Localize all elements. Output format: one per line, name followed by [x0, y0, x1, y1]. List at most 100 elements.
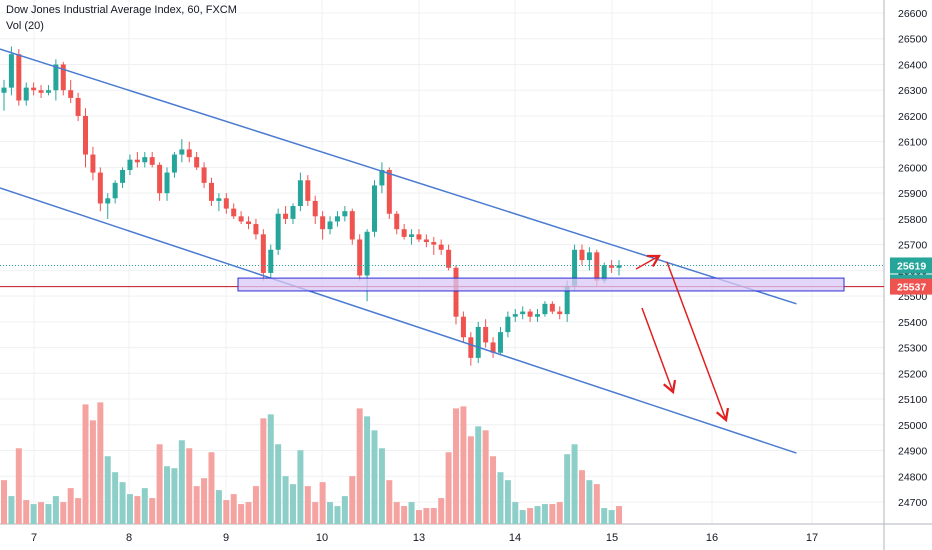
volume-bar: [178, 440, 185, 524]
volume-bar: [267, 414, 274, 524]
candle-body: [83, 115, 89, 155]
candle-body: [53, 64, 59, 91]
candle-body: [468, 337, 474, 358]
candle-body: [179, 149, 185, 155]
candle-body: [609, 265, 615, 268]
volume-indicator-label: Vol (20): [6, 20, 44, 32]
candle-body: [23, 87, 29, 101]
volume-bar: [438, 498, 445, 524]
down-arrow-long: [666, 261, 730, 423]
volume-bar: [119, 482, 126, 524]
y-tick-label: 24700: [898, 497, 927, 509]
candle-body: [431, 242, 437, 245]
volume-bar: [556, 502, 563, 524]
candle-body: [557, 311, 563, 315]
y-tick-label: 26000: [898, 162, 927, 174]
candle-body: [416, 234, 422, 240]
volume-bar: [341, 496, 348, 524]
candle-body: [112, 182, 118, 199]
volume-bar: [475, 426, 482, 524]
y-tick-label: 25400: [898, 317, 927, 329]
volume-bar: [504, 480, 511, 524]
y-tick-label: 25000: [898, 420, 927, 432]
volume-bar: [356, 408, 363, 524]
volume-bar: [201, 478, 208, 524]
candle-body: [349, 211, 355, 240]
volume-bar: [38, 502, 45, 524]
volume-bar: [467, 436, 474, 524]
candle-body: [327, 221, 333, 230]
candle-body: [231, 208, 237, 217]
x-tick-label: 14: [509, 532, 521, 544]
candle-body: [460, 316, 466, 338]
candle-body: [564, 285, 570, 315]
x-tick-label: 7: [31, 532, 37, 544]
candle-body: [194, 157, 200, 168]
candle-body: [505, 316, 511, 333]
y-tick-label: 26200: [898, 111, 927, 123]
y-tick-label: 24900: [898, 446, 927, 458]
candle-body: [97, 172, 103, 204]
y-tick-label: 26500: [898, 34, 927, 46]
candle-body: [216, 198, 222, 201]
volume-bar: [230, 494, 237, 524]
candle-body: [579, 249, 585, 261]
candle-body: [290, 206, 296, 219]
candle-body: [105, 198, 111, 204]
volume-bar: [15, 448, 22, 524]
candle-body: [305, 180, 311, 201]
volume-bar: [349, 476, 356, 524]
volume-bar: [186, 448, 193, 524]
candle-body: [127, 159, 133, 170]
candle-body: [334, 216, 340, 222]
candle-body: [8, 54, 14, 88]
x-tick-label: 13: [413, 532, 425, 544]
volume-bar: [549, 504, 556, 524]
volume-bar: [578, 470, 585, 524]
candle-body: [386, 169, 392, 214]
y-tick-label: 25100: [898, 394, 927, 406]
candle-body: [1, 87, 7, 93]
volume-bar: [460, 406, 467, 524]
level-price-badge-bg: [890, 278, 932, 295]
volume-bar: [67, 488, 74, 524]
volume-bar: [401, 506, 408, 524]
volume-bar: [541, 504, 548, 524]
candle-body: [157, 164, 163, 194]
candle-body: [45, 90, 51, 93]
volume-bar: [393, 502, 400, 524]
volume-bar: [601, 508, 608, 524]
candle-body: [223, 198, 229, 209]
x-tick-label: 15: [606, 532, 618, 544]
volume-bar: [282, 476, 289, 524]
candle-body: [201, 167, 207, 183]
candle-body: [60, 64, 66, 91]
candle-body: [164, 172, 170, 194]
candle-body: [423, 239, 429, 243]
candle-body: [171, 154, 177, 173]
candle-body: [120, 169, 126, 183]
volume-bar: [297, 450, 304, 524]
candle-body: [527, 311, 533, 317]
y-tick-label: 26600: [898, 8, 927, 20]
volume-bar: [52, 496, 59, 524]
volume-bar: [430, 508, 437, 524]
volume-bar: [593, 484, 600, 524]
candle-body: [520, 311, 526, 315]
up-arrow: [635, 254, 661, 270]
volume-bar: [304, 486, 311, 524]
volume-bar: [608, 510, 615, 524]
channel-lower-line: [0, 187, 797, 454]
volume-bar: [134, 496, 141, 524]
y-tick-label: 25900: [898, 188, 927, 200]
volume-bar: [371, 430, 378, 524]
candle-body: [616, 265, 622, 268]
candle-body: [512, 314, 518, 317]
volume-bar: [8, 496, 15, 524]
volume-bar: [45, 504, 52, 524]
volume-bar: [378, 448, 385, 524]
candle-body: [364, 231, 370, 276]
candle-body: [409, 234, 415, 237]
candle-body: [16, 54, 22, 101]
